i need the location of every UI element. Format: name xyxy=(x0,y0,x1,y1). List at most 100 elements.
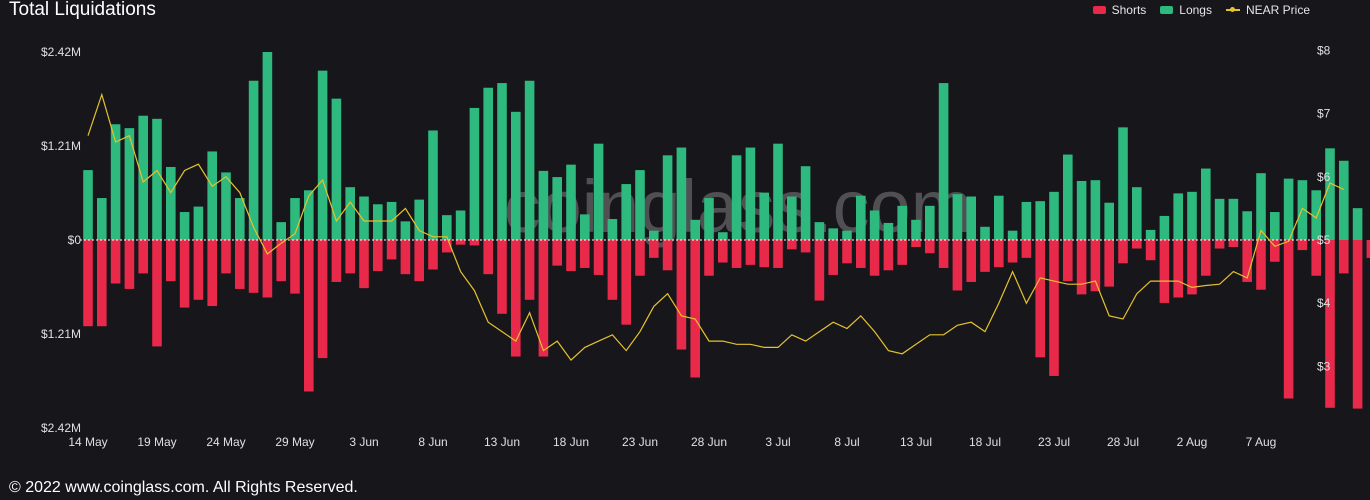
shorts-bar xyxy=(248,240,259,293)
legend-item-shorts[interactable]: Shorts xyxy=(1092,3,1146,17)
longs-bar xyxy=(704,198,714,240)
chart-title: Total Liquidations xyxy=(9,0,156,20)
shorts-bar xyxy=(1228,240,1239,247)
shorts-bar xyxy=(787,240,797,250)
longs-bar xyxy=(690,219,700,240)
longs-bar xyxy=(649,230,659,240)
longs-bar xyxy=(442,215,452,240)
chart-legend: Shorts Longs NEAR Price xyxy=(1092,3,1310,17)
longs-bar xyxy=(869,210,880,240)
shorts-bar xyxy=(124,240,135,289)
legend-label-longs: Longs xyxy=(1179,3,1212,17)
shorts-bar xyxy=(552,240,562,266)
y-right-tick-label: $7 xyxy=(1317,107,1331,121)
longs-bar xyxy=(317,70,328,241)
shorts-bar xyxy=(138,240,148,274)
shorts-bar xyxy=(345,240,355,274)
longs-swatch-icon xyxy=(1160,6,1174,14)
shorts-bar xyxy=(1201,240,1211,276)
legend-item-longs[interactable]: Longs xyxy=(1160,3,1212,17)
shorts-bar xyxy=(359,240,369,289)
longs-bar xyxy=(662,155,673,240)
longs-bar xyxy=(455,210,466,240)
longs-bar xyxy=(221,172,231,240)
shorts-bar xyxy=(676,240,687,350)
longs-bar xyxy=(124,128,135,240)
shorts-bar xyxy=(207,240,217,307)
shorts-bar xyxy=(883,240,894,271)
longs-bar xyxy=(1228,198,1239,240)
x-tick-label: 23 Jul xyxy=(1038,435,1070,449)
legend-label-price: NEAR Price xyxy=(1245,3,1310,17)
shorts-bar xyxy=(152,240,162,347)
longs-bar xyxy=(304,190,314,240)
longs-bar xyxy=(897,205,907,240)
longs-bar xyxy=(207,151,217,240)
x-tick-label: 28 Jun xyxy=(691,435,727,449)
longs-bar xyxy=(883,222,894,240)
longs-bar xyxy=(952,194,963,240)
longs-bar xyxy=(773,143,783,240)
longs-bar xyxy=(718,232,728,240)
y-left-tick-label: $2.42M xyxy=(41,45,81,59)
shorts-bar xyxy=(414,240,424,282)
x-tick-label: 24 May xyxy=(206,435,245,449)
longs-bar xyxy=(469,107,480,240)
shorts-bar xyxy=(980,240,990,272)
shorts-bar xyxy=(511,240,521,357)
shorts-bar xyxy=(828,240,838,275)
shorts-swatch-icon xyxy=(1092,6,1106,14)
y-left-tick-label: $1.21M xyxy=(41,327,81,341)
shorts-bar xyxy=(897,240,907,265)
longs-bar xyxy=(731,155,742,240)
shorts-bar xyxy=(690,240,700,378)
shorts-bar xyxy=(304,240,314,392)
shorts-bar xyxy=(1049,240,1059,376)
longs-bar xyxy=(331,98,342,240)
shorts-bar xyxy=(1214,240,1225,249)
x-tick-label: 14 May xyxy=(68,435,107,449)
shorts-bar xyxy=(428,240,438,270)
longs-bar xyxy=(359,196,369,240)
shorts-bar xyxy=(166,240,176,282)
shorts-bar xyxy=(1159,240,1170,303)
x-tick-label: 8 Jul xyxy=(834,435,859,449)
longs-bar xyxy=(911,219,921,240)
shorts-bar xyxy=(938,240,949,268)
shorts-bar xyxy=(704,240,714,276)
shorts-bar xyxy=(607,240,618,300)
longs-bar xyxy=(552,177,562,240)
x-tick-label: 28 Jul xyxy=(1107,435,1139,449)
longs-bar xyxy=(635,170,645,240)
shorts-bar xyxy=(97,240,107,327)
shorts-bar xyxy=(911,240,921,247)
longs-bar xyxy=(1173,193,1183,240)
x-tick-label: 3 Jun xyxy=(349,435,378,449)
shorts-bar xyxy=(1007,240,1018,263)
shorts-bar xyxy=(497,240,507,314)
longs-bar xyxy=(1352,208,1363,240)
shorts-bar xyxy=(193,240,204,300)
price-line-swatch-icon xyxy=(1225,6,1240,14)
shorts-bar xyxy=(1311,240,1321,276)
longs-bar xyxy=(235,198,245,240)
shorts-bar xyxy=(331,240,342,282)
near-price-line xyxy=(87,92,1345,361)
longs-bar xyxy=(1049,191,1059,240)
longs-bar xyxy=(400,221,411,240)
shorts-bar xyxy=(386,240,397,260)
longs-bar xyxy=(524,80,535,240)
shorts-bar xyxy=(1256,240,1266,290)
longs-bar xyxy=(276,222,286,240)
shorts-bar xyxy=(925,240,935,254)
shorts-bar xyxy=(869,240,880,276)
longs-bar xyxy=(1256,173,1266,240)
shorts-bar xyxy=(745,240,756,265)
legend-item-price[interactable]: NEAR Price xyxy=(1225,3,1310,17)
x-tick-label: 3 Jul xyxy=(765,435,790,449)
longs-bar xyxy=(179,212,190,240)
longs-bar xyxy=(1311,190,1321,240)
shorts-bar xyxy=(1118,240,1128,264)
longs-bar xyxy=(1242,211,1252,240)
longs-bar xyxy=(1104,202,1114,240)
